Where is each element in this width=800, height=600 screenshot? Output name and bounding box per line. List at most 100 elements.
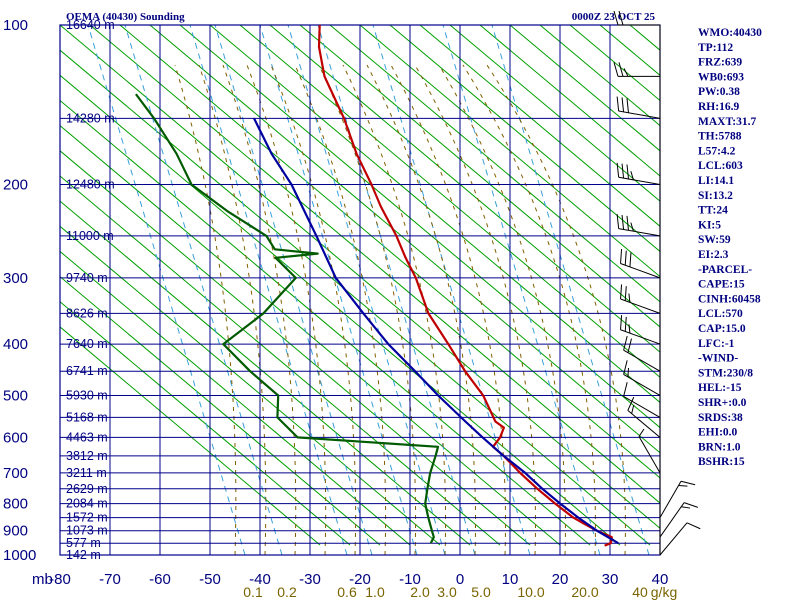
moist-adiabat-line: [462, 64, 596, 555]
index-value: FRZ:639: [698, 57, 742, 69]
height-label: 5930 m: [66, 388, 108, 402]
moist-adiabat-line: [270, 64, 357, 555]
temperature-tick-label: -30: [299, 571, 321, 588]
dry-adiabat-line: [509, 25, 660, 152]
wind-barb-staff: [623, 374, 661, 396]
temperature-trace: [317, 25, 613, 547]
temperature-tick-label: 40: [652, 571, 669, 588]
wind-barb-flag: [620, 315, 623, 330]
wind-barb-flag: [630, 171, 634, 180]
wind-barb: [616, 96, 661, 119]
wind-barb-flag: [680, 480, 696, 486]
height-label: 1073 m: [66, 524, 108, 538]
wind-barb: [623, 335, 661, 372]
wind-barb-flag: [629, 252, 632, 267]
wind-barb-flag: [616, 162, 620, 178]
index-value: LI:14.1: [698, 175, 734, 187]
index-value: L57:4.2: [698, 145, 736, 157]
wind-barb-flag: [627, 396, 635, 411]
mixing-ratio-label: 2.0: [410, 584, 430, 600]
index-value: WMO:40430: [698, 27, 762, 39]
height-label: 11000 m: [66, 229, 114, 243]
wind-barb-flag: [626, 98, 629, 113]
index-value: SW:59: [698, 234, 731, 246]
wind-barb-flag: [623, 382, 628, 397]
wind-barb: [616, 214, 661, 237]
dry-adiabat-line: [419, 25, 660, 227]
wind-barb-staff: [618, 110, 661, 119]
dry-adiabat-line: [359, 25, 660, 278]
height-label: 6741 m: [66, 364, 108, 378]
parcel-trace: [253, 117, 619, 545]
moist-adiabat-line: [342, 64, 446, 555]
mixing-ratio-label: 20.0: [571, 584, 598, 600]
pressure-tick-label: 200: [3, 177, 28, 194]
moist-adiabat-line: [222, 64, 297, 555]
dry-adiabat-line: [60, 99, 591, 546]
dry-adiabat-line: [89, 25, 660, 504]
mixing-ratio-label: 3.0: [437, 584, 457, 600]
index-value: CAPE:15: [698, 279, 745, 291]
moist-adiabat-line: [198, 64, 267, 555]
mixing-ratio-label: 0.1: [243, 584, 263, 600]
index-value: HEL:-15: [698, 382, 742, 394]
temperature-tick-label: -80: [49, 571, 71, 588]
dry-adiabat-line: [569, 25, 660, 102]
grid-clipped: [60, 25, 800, 555]
temperature-tick-label: 30: [602, 571, 619, 588]
dry-adiabat-line: [329, 25, 660, 303]
index-value: SHR+:0.0: [698, 397, 747, 409]
index-value: BRN:1.0: [698, 441, 741, 453]
wind-barb: [623, 360, 661, 396]
height-label: 3812 m: [66, 449, 108, 463]
moist-adiabat-line: [438, 64, 566, 555]
index-value: RH:16.9: [698, 101, 739, 113]
mixing-ratio-line: [442, 25, 601, 555]
wind-barb-staff: [620, 329, 661, 345]
dry-adiabat-line: [60, 275, 381, 546]
wind-barb-flag: [616, 96, 620, 112]
wind-barb-flag: [623, 335, 628, 351]
wind-barb-staff: [627, 410, 661, 438]
wind-barb-flag: [631, 404, 635, 414]
mixing-ratio-line: [87, 25, 246, 555]
wind-barb-flag: [686, 522, 701, 530]
index-value: KI:5: [698, 219, 721, 231]
chart-time: 0000Z 23 OCT 25: [572, 11, 656, 23]
height-label: 2629 m: [66, 482, 108, 496]
dry-adiabat-line: [750, 25, 800, 545]
wind-barb-staff: [618, 228, 661, 237]
index-value: SRDS:38: [698, 412, 743, 424]
wind-barb-flag: [624, 250, 627, 266]
wind-barb-flag: [627, 367, 629, 377]
moist-adiabat-line: [486, 64, 626, 555]
mixing-ratio-line: [259, 25, 418, 555]
dry-adiabat-line: [60, 250, 411, 546]
mixing-ratio-line: [491, 25, 650, 555]
wind-barb-staff: [623, 395, 661, 418]
dry-adiabat-line: [60, 150, 531, 546]
height-label: 4463 m: [66, 430, 108, 444]
pressure-tick-label: 400: [3, 336, 28, 353]
wind-barb: [659, 502, 699, 538]
wind-barb: [659, 480, 696, 518]
moist-adiabat-line: [318, 64, 417, 555]
wind-barb: [613, 10, 660, 26]
moist-adiabat-line: [174, 64, 237, 555]
dry-adiabat-line: [269, 25, 660, 353]
mixing-ratio-label: 0.2: [277, 584, 297, 600]
height-label: 9740 m: [66, 271, 108, 285]
wind-barb-staff: [620, 263, 661, 279]
wind-barb: [620, 315, 661, 345]
index-value: STM:230/8: [698, 367, 753, 379]
wind-barb-staff: [623, 349, 661, 372]
profiles: [135, 25, 619, 547]
wind-barb-flag: [683, 502, 699, 508]
wind-barb-flag: [621, 163, 625, 179]
mixing-ratio-line: [317, 25, 476, 555]
wind-barb: [659, 522, 701, 556]
dry-adiabat-line: [449, 25, 660, 202]
temperature-tick-label: -40: [249, 571, 271, 588]
pressure-tick-label: 300: [3, 270, 28, 287]
temperature-tick-label: 0: [456, 571, 464, 588]
